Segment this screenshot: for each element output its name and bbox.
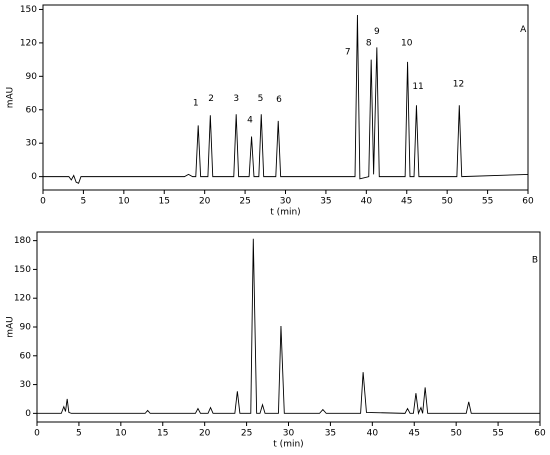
y-tick-label: 90 bbox=[26, 72, 38, 82]
x-axis-label: t (min) bbox=[270, 208, 300, 218]
x-tick-label: 60 bbox=[534, 429, 546, 439]
x-tick-label: 55 bbox=[482, 197, 493, 207]
x-tick-label: 60 bbox=[522, 197, 534, 207]
plot-frame bbox=[36, 231, 541, 423]
x-tick-label: 25 bbox=[239, 197, 250, 207]
x-tick-label: 45 bbox=[409, 429, 420, 439]
x-tick-label: 10 bbox=[115, 429, 127, 439]
y-tick-label: 180 bbox=[14, 236, 31, 246]
y-tick-label: 150 bbox=[14, 265, 31, 275]
annotation: 7 bbox=[345, 47, 351, 57]
x-tick-label: 5 bbox=[76, 429, 82, 439]
y-tick-label: 0 bbox=[25, 409, 31, 419]
x-tick-label: 40 bbox=[361, 197, 373, 207]
x-tick-label: 15 bbox=[159, 197, 170, 207]
y-tick-label: 150 bbox=[20, 5, 37, 15]
annotation: B bbox=[532, 255, 538, 265]
y-tick-label: 0 bbox=[31, 172, 37, 182]
annotation: 6 bbox=[276, 95, 282, 105]
x-tick-label: 15 bbox=[157, 429, 168, 439]
x-axis-label: t (min) bbox=[273, 440, 303, 450]
x-tick-label: 45 bbox=[401, 197, 412, 207]
x-tick-label: 25 bbox=[241, 429, 252, 439]
y-tick-label: 30 bbox=[20, 380, 32, 390]
x-tick-label: 10 bbox=[118, 197, 130, 207]
x-tick-label: 50 bbox=[441, 197, 453, 207]
plot-frame bbox=[42, 4, 529, 191]
x-tick-label: 0 bbox=[34, 429, 40, 439]
annotation: 1 bbox=[193, 99, 199, 109]
annotation: 3 bbox=[233, 94, 239, 104]
x-tick-label: 30 bbox=[283, 429, 295, 439]
x-tick-label: 35 bbox=[320, 197, 331, 207]
y-tick-label: 120 bbox=[20, 38, 37, 48]
x-tick-label: 20 bbox=[199, 197, 211, 207]
x-tick-label: 5 bbox=[81, 197, 87, 207]
x-tick-label: 50 bbox=[450, 429, 462, 439]
annotation: 2 bbox=[208, 94, 214, 104]
x-tick-label: 0 bbox=[40, 197, 46, 207]
annotation: A bbox=[520, 25, 527, 35]
annotation: 4 bbox=[247, 115, 253, 125]
x-tick-label: 20 bbox=[199, 429, 211, 439]
annotation: 5 bbox=[258, 94, 264, 104]
trace bbox=[43, 15, 529, 184]
y-axis-label: mAU bbox=[6, 316, 16, 338]
annotation: 8 bbox=[366, 38, 372, 48]
y-tick-label: 60 bbox=[20, 351, 32, 361]
x-tick-label: 40 bbox=[367, 429, 379, 439]
annotation: 12 bbox=[453, 80, 464, 90]
y-tick-label: 30 bbox=[26, 139, 38, 149]
trace bbox=[37, 238, 540, 416]
y-tick-label: 120 bbox=[14, 294, 31, 304]
annotation: 11 bbox=[412, 82, 423, 92]
annotation: 10 bbox=[401, 38, 413, 48]
x-tick-label: 30 bbox=[280, 197, 292, 207]
y-tick-label: 60 bbox=[26, 105, 38, 115]
x-tick-label: 35 bbox=[325, 429, 336, 439]
y-tick-label: 90 bbox=[20, 323, 32, 333]
y-axis-label: mAU bbox=[6, 87, 16, 109]
annotation: 9 bbox=[374, 27, 380, 37]
x-tick-label: 55 bbox=[492, 429, 503, 439]
